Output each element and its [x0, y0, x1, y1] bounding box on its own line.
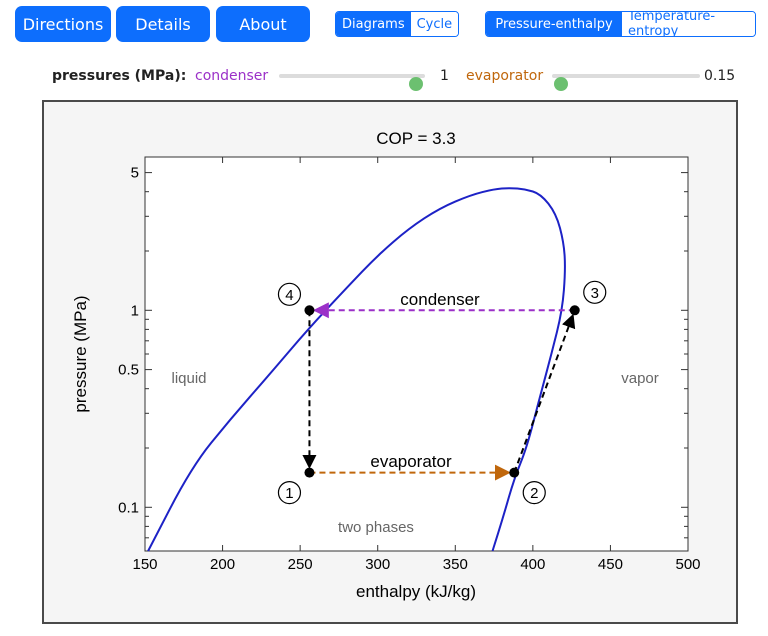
x-axis-label: enthalpy (kJ/kg): [356, 582, 476, 601]
x-tick-label: 350: [443, 556, 468, 573]
saturation-dome-line: [147, 187, 566, 552]
state-point-3: [569, 305, 580, 316]
about-button[interactable]: About: [216, 6, 310, 42]
region-label-two-phases: two phases: [338, 519, 414, 536]
evaporator-process-label: evaporator: [370, 452, 452, 471]
state-point-1: [304, 467, 315, 478]
region-label-vapor: vapor: [621, 370, 659, 387]
pressure-enthalpy-chart: 150 200 250 300 350 400 450 500 0.1 0.5 1 5 1 2 3 4 CO…: [71, 129, 701, 601]
y-tick-label: 5: [131, 165, 139, 182]
y-tick-label: 0.5: [118, 362, 139, 379]
details-button[interactable]: Details: [116, 6, 210, 42]
condenser-value: 1: [440, 68, 449, 84]
pressures-label: pressures (MPa):: [52, 68, 187, 84]
evaporator-value: 0.15: [704, 68, 736, 84]
diagram-toggle: Pressure-enthalpy Temperature-entropy: [485, 11, 756, 37]
x-tick-label: 450: [598, 556, 623, 573]
pressure-controls: pressures (MPa): condenser 1 evaporator …: [0, 66, 768, 91]
region-label-liquid: liquid: [171, 370, 206, 387]
tab-temperature-entropy[interactable]: Temperature-entropy: [622, 12, 755, 36]
evaporator-slider-thumb[interactable]: [553, 77, 568, 91]
state-badge-2: [522, 481, 546, 505]
x-tick-label: 150: [132, 556, 157, 573]
directions-button[interactable]: Directions: [15, 6, 111, 42]
view-toggle: Diagrams Cycle: [335, 11, 459, 37]
condenser-process-label: condenser: [400, 290, 480, 309]
x-tick-label: 500: [675, 556, 700, 573]
evaporator-slider[interactable]: [552, 74, 700, 91]
y-tick-label: 1: [131, 302, 139, 319]
tab-diagrams[interactable]: Diagrams: [336, 12, 411, 36]
condenser-slider[interactable]: [279, 74, 425, 91]
state-label-4: 4: [285, 287, 293, 304]
state-label-3: 3: [591, 285, 599, 302]
x-tick-label: 200: [210, 556, 235, 573]
diagram-panel: 150 200 250 300 350 400 450 500 0.1 0.5 1 5 1 2 3 4 CO…: [42, 100, 738, 624]
y-axis-label: pressure (MPa): [71, 295, 90, 412]
condenser-label: condenser: [195, 68, 269, 84]
state-badge-3: [583, 280, 607, 304]
x-tick-label: 400: [520, 556, 545, 573]
condenser-slider-thumb[interactable]: [409, 77, 424, 91]
state-label-1: 1: [285, 485, 293, 502]
state-label-2: 2: [530, 485, 538, 502]
x-tick-label: 300: [365, 556, 390, 573]
state-badge-1: [277, 481, 302, 505]
process-compression: [513, 313, 576, 473]
tab-pressure-enthalpy[interactable]: Pressure-enthalpy: [486, 12, 622, 36]
state-point-4: [304, 305, 315, 316]
state-badge-4: [277, 282, 302, 306]
state-point-2: [509, 467, 520, 478]
x-tick-label: 250: [288, 556, 313, 573]
evaporator-label: evaporator: [466, 68, 544, 84]
plot-area: [144, 156, 689, 552]
tab-cycle[interactable]: Cycle: [410, 12, 458, 36]
y-tick-label: 0.1: [118, 499, 139, 516]
chart-title: COP = 3.3: [376, 129, 456, 148]
